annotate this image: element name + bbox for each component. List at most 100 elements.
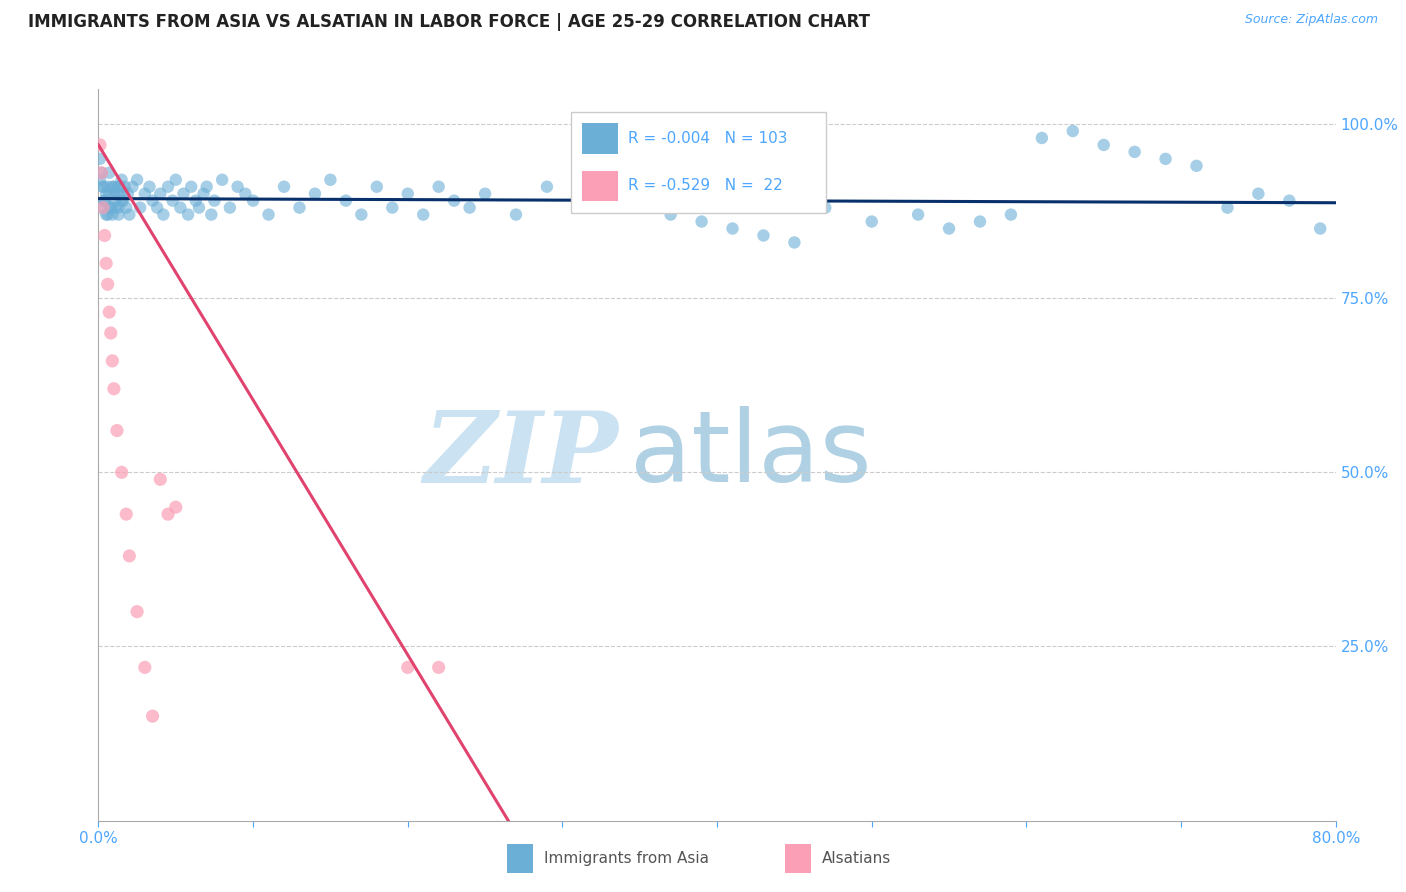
Point bbox=[107, 201, 129, 215]
Point bbox=[100, 201, 122, 215]
Point bbox=[396, 660, 419, 674]
Text: Source: ZipAtlas.com: Source: ZipAtlas.com bbox=[1244, 13, 1378, 27]
Point bbox=[783, 235, 806, 250]
Point bbox=[91, 201, 114, 215]
Point bbox=[105, 179, 128, 194]
Text: R = -0.529   N =  22: R = -0.529 N = 22 bbox=[628, 178, 783, 194]
Point bbox=[89, 173, 111, 187]
Point bbox=[134, 660, 156, 674]
Point bbox=[91, 179, 114, 194]
Point bbox=[180, 179, 202, 194]
Point bbox=[273, 179, 295, 194]
Point bbox=[100, 201, 122, 215]
Point bbox=[100, 326, 122, 340]
Point bbox=[288, 201, 311, 215]
Point bbox=[105, 186, 128, 201]
Point bbox=[474, 186, 496, 201]
Point bbox=[101, 354, 124, 368]
Point bbox=[98, 186, 121, 201]
Point bbox=[427, 179, 450, 194]
Point bbox=[1309, 221, 1331, 235]
Point bbox=[117, 186, 139, 201]
Point bbox=[142, 709, 165, 723]
Point bbox=[98, 166, 121, 180]
Point bbox=[860, 214, 883, 228]
Point bbox=[427, 660, 450, 674]
Point bbox=[129, 201, 152, 215]
Text: Alsatians: Alsatians bbox=[823, 851, 891, 866]
Point bbox=[157, 507, 180, 521]
Point bbox=[97, 277, 120, 292]
Point bbox=[103, 382, 125, 396]
Point bbox=[335, 194, 357, 208]
Point bbox=[304, 186, 326, 201]
Point bbox=[938, 221, 960, 235]
Point bbox=[152, 208, 174, 222]
Point bbox=[162, 194, 184, 208]
Point bbox=[111, 466, 134, 480]
Point bbox=[104, 194, 127, 208]
Point bbox=[396, 186, 419, 201]
Point bbox=[173, 186, 195, 201]
Point bbox=[149, 186, 172, 201]
Point bbox=[146, 201, 169, 215]
Point bbox=[107, 208, 129, 222]
Point bbox=[659, 208, 682, 222]
Point bbox=[93, 194, 115, 208]
Point bbox=[690, 214, 713, 228]
Point bbox=[118, 549, 141, 563]
Point bbox=[235, 186, 257, 201]
Point bbox=[142, 194, 165, 208]
Point bbox=[96, 186, 118, 201]
Point bbox=[1154, 152, 1177, 166]
Point bbox=[111, 194, 134, 208]
Point bbox=[93, 194, 115, 208]
Text: R = -0.004   N = 103: R = -0.004 N = 103 bbox=[628, 131, 787, 146]
Point bbox=[567, 194, 589, 208]
Point bbox=[1185, 159, 1208, 173]
Point bbox=[105, 424, 128, 438]
Point bbox=[969, 214, 991, 228]
Point bbox=[138, 179, 160, 194]
Point bbox=[177, 208, 200, 222]
Point bbox=[134, 186, 156, 201]
Point bbox=[103, 179, 125, 194]
Point bbox=[1123, 145, 1146, 159]
Point bbox=[211, 173, 233, 187]
Point bbox=[108, 186, 131, 201]
Point bbox=[1062, 124, 1084, 138]
Point bbox=[598, 201, 620, 215]
Point bbox=[90, 166, 112, 180]
Point bbox=[752, 228, 775, 243]
Point bbox=[96, 256, 118, 270]
Point bbox=[149, 472, 172, 486]
Point bbox=[350, 208, 373, 222]
Bar bbox=[582, 123, 619, 154]
Point bbox=[169, 201, 191, 215]
Point bbox=[165, 173, 187, 187]
Point bbox=[89, 152, 111, 166]
Point bbox=[90, 166, 112, 180]
Point bbox=[111, 173, 134, 187]
Point bbox=[114, 179, 136, 194]
Bar bbox=[582, 170, 619, 202]
Point bbox=[97, 179, 120, 194]
Point bbox=[366, 179, 388, 194]
Point bbox=[90, 201, 112, 215]
Point bbox=[127, 605, 149, 619]
Point bbox=[814, 201, 837, 215]
Point bbox=[97, 208, 120, 222]
Point bbox=[257, 208, 280, 222]
Point bbox=[1092, 137, 1115, 152]
Point bbox=[91, 179, 114, 194]
Point bbox=[104, 201, 127, 215]
Point bbox=[89, 137, 111, 152]
Point bbox=[184, 194, 207, 208]
Point bbox=[193, 186, 215, 201]
Point bbox=[1031, 131, 1053, 145]
Text: ZIP: ZIP bbox=[423, 407, 619, 503]
Text: atlas: atlas bbox=[630, 407, 872, 503]
Point bbox=[115, 507, 138, 521]
Point bbox=[721, 221, 744, 235]
Point bbox=[118, 208, 141, 222]
